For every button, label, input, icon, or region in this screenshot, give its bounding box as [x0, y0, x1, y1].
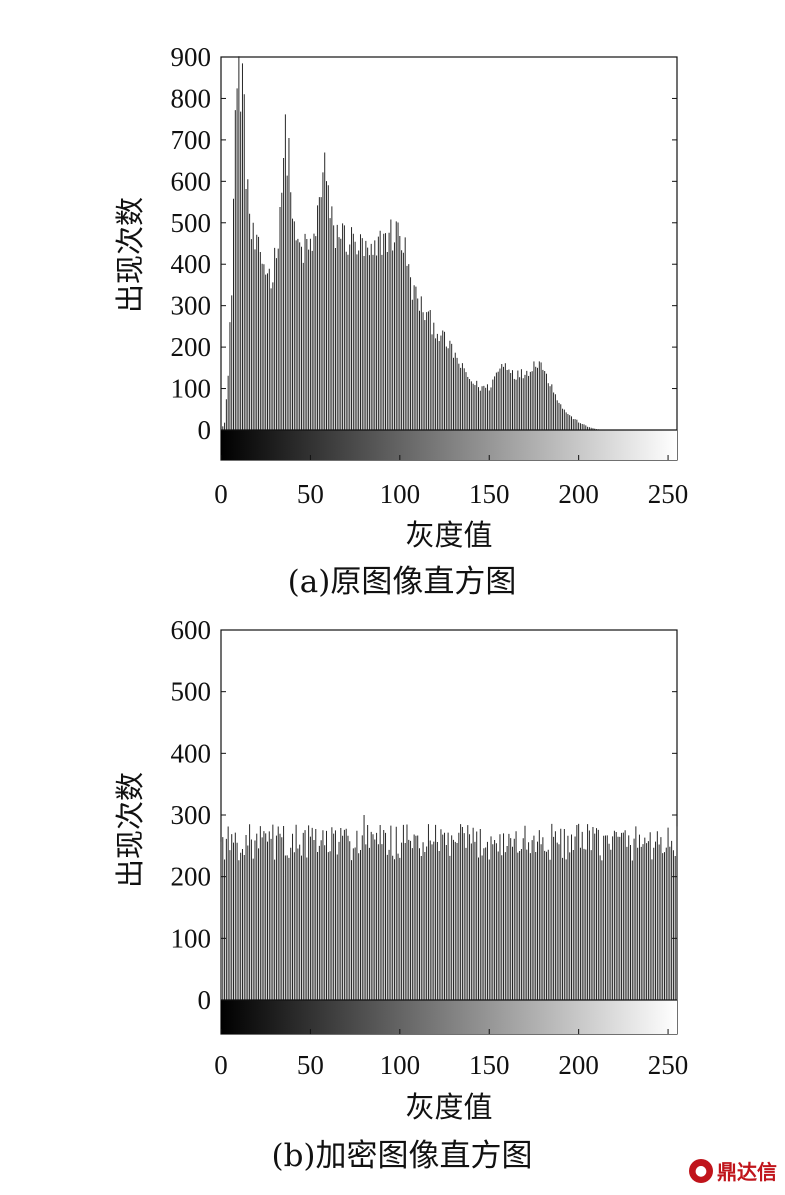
y-tick-label: 200	[171, 332, 212, 362]
xlabel-b: 灰度值	[405, 1090, 492, 1124]
caption-a: (a)原图像直方图	[288, 564, 517, 600]
y-ticks-b: 0 100 200 300 400 500 600	[171, 615, 677, 1015]
ylabel-a: 出现次数	[113, 197, 147, 313]
watermark: ● 鼎达信	[689, 1156, 777, 1185]
x-tick-label: 50	[297, 1050, 324, 1080]
y-tick-label: 100	[171, 923, 212, 953]
y-tick-label: 400	[171, 249, 212, 279]
x-tick-label: 100	[380, 1050, 421, 1080]
y-tick-label: 0	[198, 415, 212, 445]
y-tick-label: 600	[171, 615, 212, 645]
colorbar-a	[221, 430, 677, 460]
watermark-text: 鼎达信	[717, 1160, 777, 1184]
y-tick-label: 400	[171, 738, 212, 768]
y-tick-label: 200	[171, 862, 212, 892]
ylabel-b: 出现次数	[113, 772, 147, 888]
y-tick-label: 300	[171, 291, 212, 321]
histogram-a: 0 100 200 300 400 500 600 700 800 900 0 50 100 150 20…	[113, 42, 688, 600]
x-tick-label: 0	[214, 1050, 228, 1080]
y-tick-label: 100	[171, 374, 212, 404]
y-tick-label: 800	[171, 83, 212, 113]
y-tick-label: 900	[171, 42, 212, 72]
x-tick-label: 150	[469, 1050, 510, 1080]
histogram-b: 0 100 200 300 400 500 600 0 50 100 150 200 250 出现次数…	[113, 615, 688, 1174]
x-tick-label: 200	[558, 479, 599, 509]
y-tick-label: 300	[171, 800, 212, 830]
bars-b	[220, 815, 678, 1000]
y-ticks-a: 0 100 200 300 400 500 600 700 800 900	[171, 42, 677, 445]
x-tick-label: 250	[648, 479, 689, 509]
y-tick-label: 500	[171, 677, 212, 707]
x-tick-label: 50	[297, 479, 324, 509]
x-tick-label: 0	[214, 479, 228, 509]
y-tick-label: 500	[171, 208, 212, 238]
x-ticks-a: 0 50 100 150 200 250	[214, 455, 688, 509]
y-tick-label: 600	[171, 166, 212, 196]
xlabel-a: 灰度值	[405, 518, 492, 552]
watermark-logo-icon: ●	[689, 1158, 713, 1183]
x-ticks-b: 0 50 100 150 200 250	[214, 1029, 688, 1080]
bars-a	[222, 56, 605, 430]
x-tick-label: 250	[648, 1050, 689, 1080]
x-tick-label: 200	[558, 1050, 599, 1080]
y-tick-label: 700	[171, 125, 212, 155]
y-tick-label: 0	[198, 985, 212, 1015]
x-tick-label: 150	[469, 479, 510, 509]
colorbar-b	[221, 1000, 677, 1034]
caption-b: (b)加密图像直方图	[271, 1138, 532, 1174]
x-tick-label: 100	[380, 479, 421, 509]
